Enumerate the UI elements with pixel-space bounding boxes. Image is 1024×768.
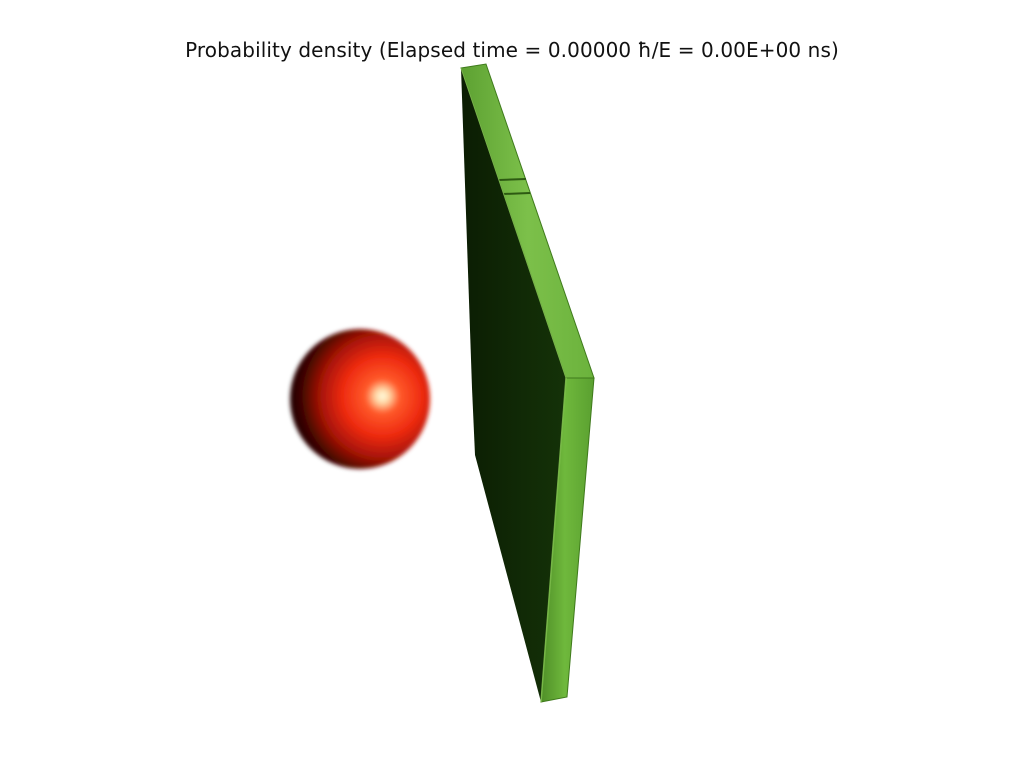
wavepacket-sphere [290, 329, 430, 469]
barrier-edge-highlight [540, 377, 567, 703]
barrier-edge-highlight [460, 67, 567, 379]
plot-title: Probability density (Elapsed time = 0.00… [185, 38, 839, 62]
potential-barrier [460, 63, 595, 703]
barrier-dark-face [461, 68, 566, 702]
barrier-notch-line [502, 192, 531, 195]
barrier-notch-line [498, 178, 527, 181]
